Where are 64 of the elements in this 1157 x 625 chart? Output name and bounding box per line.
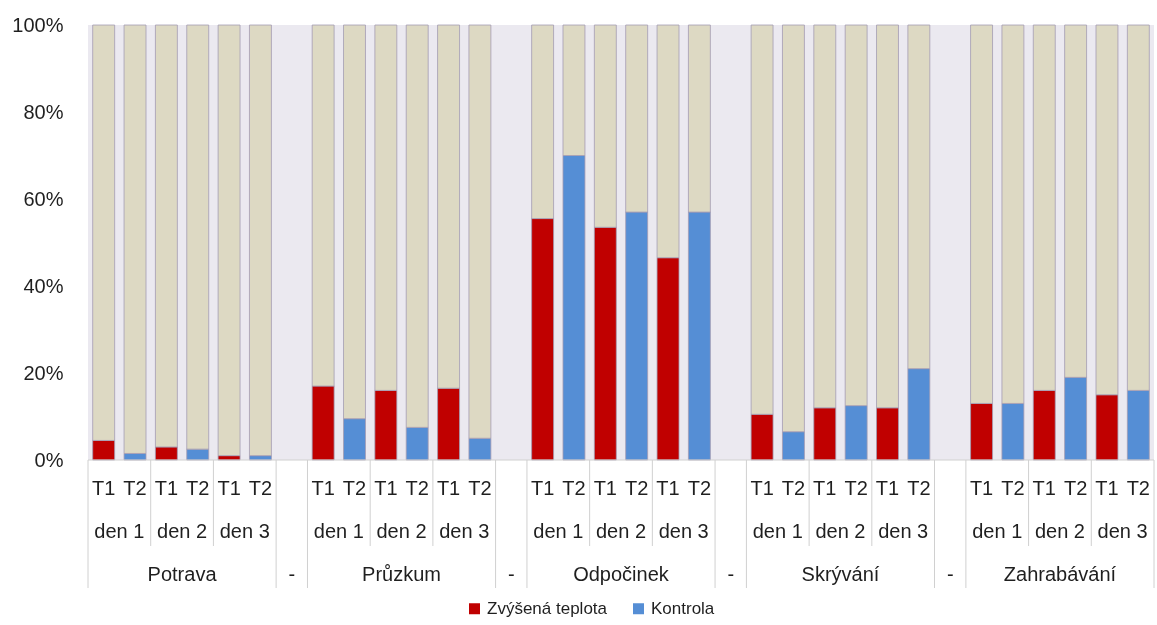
x-tick-label: T1	[217, 477, 241, 499]
text: -	[727, 563, 735, 585]
x-tick-label: T2	[907, 477, 931, 499]
y-tick-label: 80%	[23, 100, 64, 123]
text: Průzkum	[362, 563, 441, 585]
text: -	[946, 563, 954, 585]
x-tick-label: T2	[342, 477, 367, 499]
text: Skrývání	[801, 563, 880, 585]
text: den 2	[1034, 520, 1085, 542]
text: den 1	[752, 520, 803, 542]
x-tick-label: T1	[530, 477, 555, 499]
legend-label: Zvýšená teplota	[487, 598, 608, 618]
text: Odpočinek	[573, 563, 670, 585]
x-tick-label: T1	[154, 477, 179, 499]
text: den 2	[595, 520, 647, 542]
text: den 2	[376, 520, 427, 542]
x-tick-label: T1	[969, 477, 994, 499]
x-tick-label: T2	[562, 477, 586, 499]
text: den 1	[972, 520, 1023, 542]
x-tick-label: T1	[1032, 477, 1056, 499]
text: den 3	[219, 520, 270, 542]
legend-label: Kontrola	[651, 598, 715, 618]
text: den 2	[157, 520, 208, 542]
x-tick-label: T1	[311, 477, 335, 499]
x-tick-label: T1	[875, 477, 900, 499]
x-tick-label: T1	[813, 477, 837, 499]
bar	[249, 24, 272, 457]
y-tick-label: 0%	[34, 448, 64, 471]
text: Zahrabávání	[1003, 563, 1117, 585]
x-tick-label: T2	[781, 477, 806, 499]
y-tick-label: 20%	[23, 361, 64, 384]
text: -	[288, 563, 296, 585]
x-tick-label: T2	[248, 477, 273, 499]
text: den 3	[658, 520, 709, 542]
x-tick-label: T2	[186, 477, 210, 499]
x-tick-label: T1	[374, 477, 398, 499]
x-tick-label: T1	[1095, 477, 1119, 499]
x-tick-label: T1	[593, 477, 617, 499]
text: Potrava	[147, 563, 218, 585]
text: den 1	[94, 520, 145, 542]
x-tick-label: T2	[1063, 477, 1088, 499]
x-tick-label: T1	[750, 477, 774, 499]
text: -	[507, 563, 515, 585]
x-tick-label: T2	[844, 477, 868, 499]
y-tick-label: 60%	[23, 187, 64, 210]
x-tick-label: T2	[405, 477, 429, 499]
x-tick-label: T2	[123, 477, 147, 499]
x-tick-label: T2	[1001, 477, 1025, 499]
y-tick-label: 100%	[12, 13, 64, 36]
text: den 3	[1097, 520, 1148, 542]
x-tick-label: T2	[687, 477, 712, 499]
x-tick-label: T1	[656, 477, 680, 499]
text: den 2	[815, 520, 866, 542]
x-tick-label: T2	[625, 477, 649, 499]
text: den 3	[878, 520, 929, 542]
bar	[217, 24, 241, 457]
text: den 3	[439, 520, 490, 542]
text: den 1	[313, 520, 364, 542]
x-tick-label: T1	[92, 477, 116, 499]
x-tick-label: T2	[1126, 477, 1150, 499]
x-tick-label: T1	[436, 477, 461, 499]
y-tick-label: 40%	[23, 274, 64, 297]
text: den 1	[533, 520, 584, 542]
x-tick-label: T2	[468, 477, 492, 499]
